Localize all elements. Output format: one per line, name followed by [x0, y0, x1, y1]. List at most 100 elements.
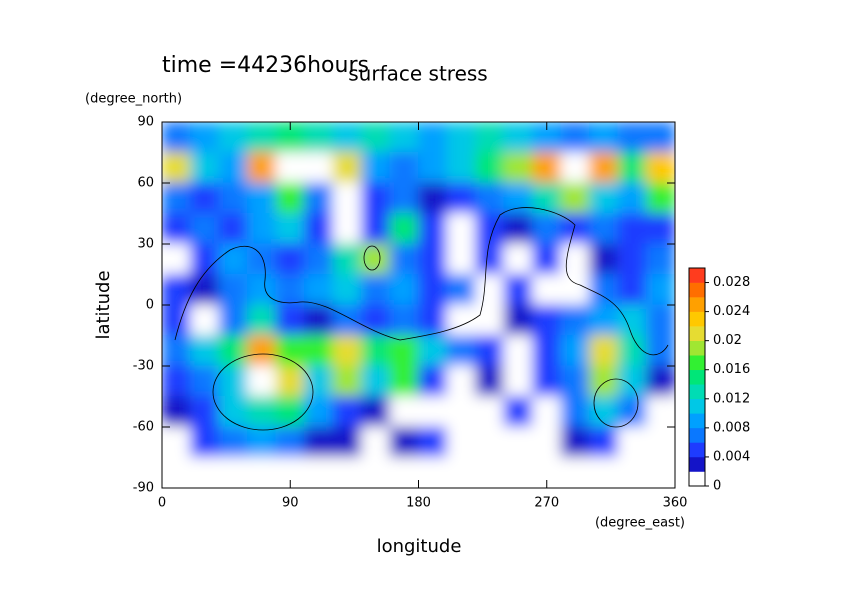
- field-cell: [589, 365, 619, 397]
- field-cell: [418, 365, 448, 397]
- field-cell: [218, 182, 248, 214]
- field-cell: [418, 182, 448, 214]
- field-cell: [389, 365, 419, 397]
- field-cell: [589, 152, 619, 184]
- field-cell: [247, 335, 277, 367]
- field-cell: [503, 122, 533, 153]
- y-tick-label: -60: [133, 420, 154, 435]
- y-tick-label: -30: [133, 359, 154, 374]
- field-cell: [560, 122, 590, 153]
- field-cell: [190, 243, 220, 275]
- field-cell: [532, 243, 562, 275]
- field-cell: [361, 426, 391, 458]
- field-cell: [418, 243, 448, 275]
- y-tick-label: 0: [146, 298, 154, 313]
- field-cell: [389, 396, 419, 428]
- field-cell: [162, 396, 191, 428]
- field-cell: [332, 182, 362, 214]
- field-cell: [646, 335, 675, 367]
- field-cell: [332, 365, 362, 397]
- subtitle: time =44236hours: [162, 53, 369, 78]
- field-cell: [418, 396, 448, 428]
- field-cell: [418, 426, 448, 458]
- field-cell: [503, 396, 533, 428]
- field-cell: [475, 182, 505, 214]
- field-cell: [190, 213, 220, 245]
- field-cell: [475, 396, 505, 428]
- field-cell: [446, 274, 476, 306]
- field: [162, 122, 675, 488]
- field-cell: [646, 457, 675, 488]
- field-cell: [560, 304, 590, 336]
- field-cell: [446, 396, 476, 428]
- field-cell: [589, 274, 619, 306]
- field-cell: [475, 274, 505, 306]
- field-cell: [446, 457, 476, 488]
- field-cell: [646, 243, 675, 275]
- field-cell: [589, 243, 619, 275]
- field-cell: [503, 457, 533, 488]
- field-cell: [503, 182, 533, 214]
- field-cell: [304, 426, 334, 458]
- field-cell: [560, 335, 590, 367]
- x-tick-label: 0: [158, 496, 166, 511]
- field-cell: [503, 152, 533, 184]
- field-cell: [418, 304, 448, 336]
- field-cell: [275, 152, 305, 184]
- field-cell: [162, 335, 191, 367]
- field-cell: [162, 182, 191, 214]
- field-cell: [247, 396, 277, 428]
- field-cell: [446, 213, 476, 245]
- field-cell: [304, 365, 334, 397]
- field-cell: [532, 274, 562, 306]
- field-cell: [332, 122, 362, 153]
- colorbar-tick-label: 0: [713, 479, 721, 494]
- field-cell: [247, 122, 277, 153]
- field-cell: [275, 243, 305, 275]
- field-cell: [304, 122, 334, 153]
- coastline: [363, 245, 381, 271]
- field-cell: [418, 152, 448, 184]
- field-cell: [503, 304, 533, 336]
- colorbar-tick-label: 0.008: [713, 420, 750, 435]
- field-cell: [190, 274, 220, 306]
- field-cell: [275, 213, 305, 245]
- colorbar-band: [689, 398, 705, 414]
- field-cell: [532, 182, 562, 214]
- field-cell: [418, 122, 448, 153]
- field-cell: [332, 396, 362, 428]
- field-cell: [275, 335, 305, 367]
- field-cell: [389, 213, 419, 245]
- field-cell: [475, 152, 505, 184]
- field-cell: [162, 274, 191, 306]
- field-cell: [247, 274, 277, 306]
- field-cell: [389, 304, 419, 336]
- field-cell: [332, 152, 362, 184]
- field-cell: [560, 426, 590, 458]
- field-cell: [247, 457, 277, 488]
- field-cell: [475, 457, 505, 488]
- field-cell: [190, 152, 220, 184]
- field-cell: [589, 122, 619, 153]
- field-cell: [589, 457, 619, 488]
- colorbar-frame: [688, 267, 706, 487]
- field-cell: [361, 396, 391, 428]
- field-cell: [475, 304, 505, 336]
- x-tick-label: 90: [282, 496, 299, 511]
- field-cell: [589, 213, 619, 245]
- field-cell: [418, 335, 448, 367]
- field-cell: [389, 152, 419, 184]
- field-cell: [446, 426, 476, 458]
- field-cell: [560, 152, 590, 184]
- field-cell: [218, 122, 248, 153]
- field-cell: [617, 426, 647, 458]
- field-cell: [532, 396, 562, 428]
- colorbar-band: [689, 282, 705, 298]
- field-cell: [503, 274, 533, 306]
- field-cell: [218, 213, 248, 245]
- field-cell: [247, 426, 277, 458]
- field-cell: [560, 182, 590, 214]
- field-cell: [646, 182, 675, 214]
- field-cell: [247, 365, 277, 397]
- chart-title: surface stress: [348, 62, 487, 86]
